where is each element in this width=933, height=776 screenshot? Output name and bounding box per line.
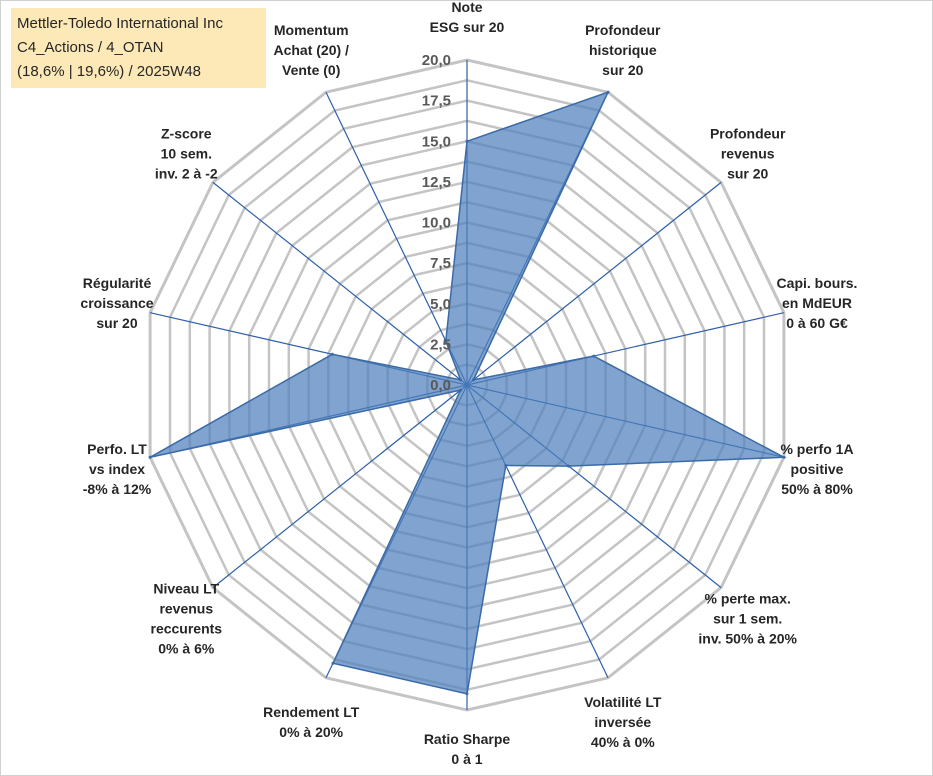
series-layer (148, 90, 787, 696)
axis-label-line: Profondeur (585, 22, 661, 38)
tick-label: 12,5 (422, 174, 451, 191)
axis-labels: Note ESG sur 20 Profondeur historique sur 20… (80, 0, 857, 767)
title-company: Mettler-Toledo International Inc (17, 15, 223, 32)
tick-label: 15,0 (422, 133, 451, 150)
axis-label-line: sur 20 (727, 165, 768, 181)
axis-label: Profondeur revenus sur 20 (710, 125, 786, 181)
axis-label-line: Régularité (83, 275, 152, 291)
axis-label-line: inversée (594, 714, 651, 730)
axis-label: Z-score 10 sem. inv. 2 à -2 (155, 125, 218, 181)
axis-label-line: sur 20 (602, 62, 643, 78)
axis-label-line: Volatilité LT (584, 694, 662, 710)
axis-label-line: vs index (89, 461, 145, 477)
axis-label: % perfo 1A positive 50% à 80% (780, 441, 853, 497)
axis-label-line: Note (451, 0, 482, 15)
radial-tick-labels: 0,0 2,5 5,0 7,5 10,0 12,5 15,0 17,5 20,0 (422, 52, 451, 394)
axis-label-line: Capi. bours. (777, 275, 858, 291)
axis-label-line: positive (791, 461, 844, 477)
axis-label-line: % perfo 1A (780, 441, 853, 457)
tick-label: 0,0 (430, 377, 451, 394)
tick-label: 7,5 (430, 255, 451, 272)
tick-label: 2,5 (430, 336, 451, 353)
axis-label-line: Achat (20) / (273, 42, 349, 58)
axis-label: Niveau LT revenus reccurents 0% à 6% (151, 581, 223, 657)
axis-spoke (325, 91, 468, 386)
axis-label-line: Perfo. LT (87, 441, 147, 457)
axis-label: Rendement LT 0% à 20% (263, 704, 360, 740)
tick-label: 17,5 (422, 93, 451, 110)
data-point (465, 692, 469, 696)
axis-label-line: % perte max. (705, 591, 791, 607)
axis-label-line: ESG sur 20 (430, 19, 505, 35)
axis-label-line: Rendement LT (263, 704, 360, 720)
data-point (148, 455, 152, 459)
axis-label-line: Ratio Sharpe (424, 731, 511, 747)
axis-label-line: croissance (80, 295, 153, 311)
axis-label-line: sur 20 (96, 315, 137, 331)
axis-label-line: revenus (721, 145, 775, 161)
axis-label: % perte max. sur 1 sem. inv. 50% à 20% (698, 591, 797, 647)
axis-label-line: 0 à 60 G€ (786, 315, 848, 331)
axis-label-line: 10 sem. (161, 145, 212, 161)
axis-label-line: 0% à 20% (279, 724, 343, 740)
axis-label-line: historique (589, 42, 657, 58)
data-point (331, 661, 335, 665)
axis-label-line: 40% à 0% (591, 734, 655, 750)
data-point (567, 464, 571, 468)
tick-label: 5,0 (430, 296, 451, 313)
axis-label: Perfo. LT vs index -8% à 12% (83, 441, 152, 497)
data-point (606, 90, 610, 94)
axis-spoke (212, 181, 468, 386)
title-portfolio: C4_Actions / 4_OTAN (17, 39, 164, 56)
data-point (592, 354, 596, 358)
axis-label: Capi. bours. en MdEUR 0 à 60 G€ (777, 275, 858, 331)
axis-spoke (212, 384, 468, 589)
axis-label-line: reccurents (151, 621, 223, 637)
axis-label-line: Profondeur (710, 125, 786, 141)
axis-label-line: inv. 2 à -2 (155, 165, 218, 181)
data-point (471, 378, 475, 382)
axis-label-line: inv. 50% à 20% (698, 631, 797, 647)
title-box: Mettler-Toledo International Inc C4_Acti… (11, 8, 266, 88)
tick-label: 20,0 (422, 52, 451, 69)
axis-label: Volatilité LT inversée 40% à 0% (584, 694, 662, 750)
axis-label-line: sur 1 sem. (713, 611, 782, 627)
axis-label: Note ESG sur 20 (430, 0, 505, 35)
axis-label: Ratio Sharpe 0 à 1 (424, 731, 511, 767)
data-point (459, 378, 463, 382)
axis-label-line: Momentum (274, 22, 349, 38)
axis-label-line: 50% à 80% (781, 481, 853, 497)
data-point (465, 139, 469, 143)
axis-label-line: 0 à 1 (451, 751, 482, 767)
data-point (504, 464, 508, 467)
tick-label: 10,0 (422, 215, 451, 232)
axis-label-line: revenus (159, 601, 213, 617)
data-point (330, 352, 334, 356)
axis-spoke (466, 181, 722, 386)
axis-label-line: en MdEUR (782, 295, 852, 311)
axis-label: Régularité croissance sur 20 (80, 275, 153, 331)
data-point (782, 455, 786, 459)
axis-label: Momentum Achat (20) / Vente (0) (273, 22, 349, 78)
axis-label: Profondeur historique sur 20 (585, 22, 661, 78)
axis-label-line: 0% à 6% (158, 641, 215, 657)
axis-label-line: -8% à 12% (83, 481, 152, 497)
axis-label-line: Vente (0) (282, 62, 340, 78)
title-stats: (18,6% | 19,6%) / 2025W48 (17, 63, 201, 80)
data-point (459, 388, 463, 392)
data-point (444, 339, 448, 343)
axis-label-line: Niveau LT (153, 581, 219, 597)
axis-label-line: Z-score (161, 125, 212, 141)
